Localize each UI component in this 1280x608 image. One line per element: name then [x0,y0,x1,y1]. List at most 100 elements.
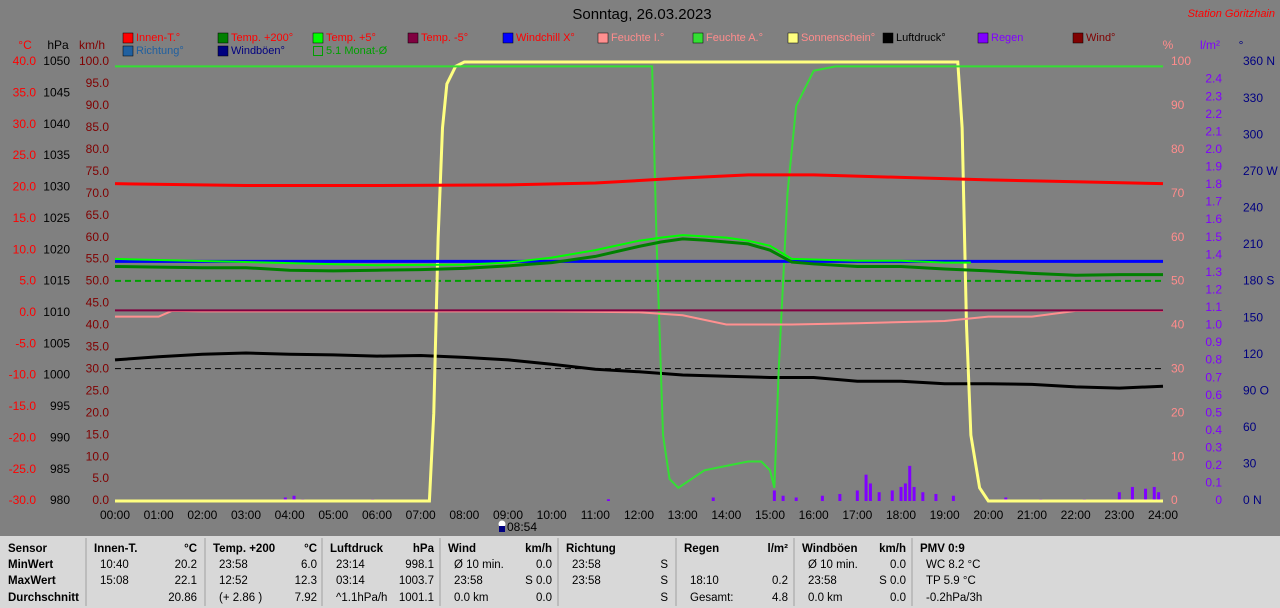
x-tick-label: 18:00 [886,508,916,522]
legend-label: Temp. +200° [231,32,293,44]
y-tick-label: 60 [1171,230,1185,244]
series-line [115,60,1163,503]
stats-table: Sensor MinWert MaxWert Durchschnitt Innen-T.… [8,538,982,606]
y-tick-label: 330 [1243,91,1263,105]
y-tick-label: 2.3 [1205,89,1222,103]
y-tick-label: 65.0 [86,208,110,222]
y-tick-label: 120 [1243,347,1263,361]
rain-bar [772,490,776,501]
rain-bar [903,483,907,501]
x-tick-label: 16:00 [799,508,829,522]
y-tick-label: 1.4 [1205,247,1222,261]
cell-label: 23:58 [572,559,601,571]
y-tick-label: 2.2 [1205,107,1222,121]
y-tick-label: 0 [1215,493,1222,507]
y-tick-label: 1010 [43,305,70,319]
rain-bar [781,495,785,501]
y-tick-label: 990 [50,430,70,444]
x-tick-label: 03:00 [231,508,261,522]
axis-unit: ° [1239,38,1244,52]
x-tick-label: 08:00 [449,508,479,522]
column-unit: l/m² [768,543,789,555]
cell-label: 23:14 [336,559,365,571]
y-tick-label: 5.0 [92,471,109,485]
rain-bar [1157,492,1161,501]
x-tick-label: 11:00 [581,508,610,522]
legend-swatch [407,32,419,44]
y-tick-label: 60 [1243,420,1257,434]
station-name: Station Göritzhain [1188,8,1275,20]
y-tick-label: 15.0 [13,211,37,225]
legend-swatch [217,32,229,44]
cell-value: 0.0 [536,592,552,604]
x-tick-label: 15:00 [755,508,785,522]
column-unit: °C [304,543,317,555]
y-tick-label: 30.0 [86,361,110,375]
cell-value: S [660,592,668,604]
legend-swatch [502,32,514,44]
cell-value: 1001.1 [399,592,434,604]
cell-label: ^1.1hPa/h [336,592,387,604]
y-tick-label: 25.0 [86,383,110,397]
x-tick-label: 14:00 [711,508,741,522]
cell-label: 18:10 [690,575,719,587]
y-tick-label: 985 [50,462,70,476]
x-tick-label: 22:00 [1061,508,1091,522]
y-tick-label: 1000 [43,368,70,382]
x-tick-label: 23:00 [1104,508,1134,522]
x-tick-label: 10:00 [537,508,567,522]
y-tick-label: 1040 [43,117,70,131]
series-line [114,234,971,267]
legend-swatch [217,45,229,57]
y-tick-label: -20.0 [9,430,37,444]
y-tick-label: 0.8 [1205,353,1222,367]
y-tick-label: 10.0 [13,242,37,256]
y-tick-label: 20.0 [86,405,110,419]
rain-bar [921,492,925,501]
legend-label: Wind° [1086,32,1115,44]
y-tick-label: 15.0 [86,427,110,441]
y-tick-label: 1045 [43,86,70,100]
y-tick-label: 0.7 [1205,370,1222,384]
y-tick-label: 1.1 [1205,300,1222,314]
rain-bar [899,486,903,501]
y-tick-label: 90 O [1243,383,1269,397]
rain-bar [1004,497,1008,501]
rain-bar [1144,488,1148,501]
column-unit: hPa [413,543,435,555]
cell-label: 23:58 [808,575,837,587]
legend-swatch [313,46,323,56]
y-tick-label: 1.5 [1205,230,1222,244]
rain-bar [820,495,824,501]
cell-value: 0.2 [772,575,788,587]
y-tick-label: 25.0 [13,148,37,162]
cell-label: 23:58 [572,575,601,587]
axis-unit: hPa [47,38,69,52]
y-tick-label: 80.0 [86,142,110,156]
y-tick-label: 1.2 [1205,282,1222,296]
x-tick-label: 01:00 [144,508,174,522]
cell-value: 998.1 [405,559,434,571]
column-header: PMV 0:9 [920,543,965,555]
y-tick-label: -30.0 [9,493,37,507]
legend-swatch [882,32,894,44]
cell-value: 22.1 [175,575,197,587]
series-line [114,351,1164,390]
cell-label: WC 8.2 °C [926,559,980,571]
y-tick-label: 150 [1243,310,1263,324]
legend-label: Feuchte I.° [611,32,664,44]
y-tick-label: 2.0 [1205,142,1222,156]
rain-bar [877,492,881,501]
x-tick-label: 06:00 [362,508,392,522]
cell-label: MinWert [8,559,53,571]
sunrise-icon-base [499,526,505,532]
x-tick-label: 00:00 [100,508,130,522]
cell-label: 03:14 [336,575,365,587]
rain-bar [912,486,916,501]
cell-value: S [660,575,668,587]
x-tick-label: 13:00 [668,508,698,522]
cell-value: 20.86 [168,592,197,604]
y-tick-label: 0 N [1243,493,1262,507]
y-tick-label: -5.0 [15,336,36,350]
